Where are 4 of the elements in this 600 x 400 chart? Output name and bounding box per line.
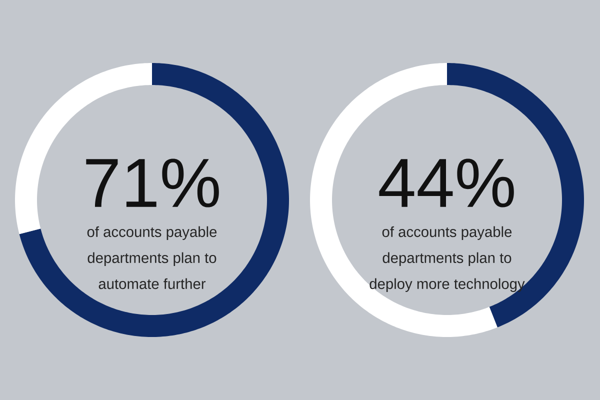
data-label: 71%: [86, 158, 219, 208]
text: of accounts payable departments plan to deploy more technology: [370, 226, 525, 292]
data-label: 44%: [379, 158, 514, 208]
text: of accounts payable departments plan to automate further: [87, 226, 217, 290]
